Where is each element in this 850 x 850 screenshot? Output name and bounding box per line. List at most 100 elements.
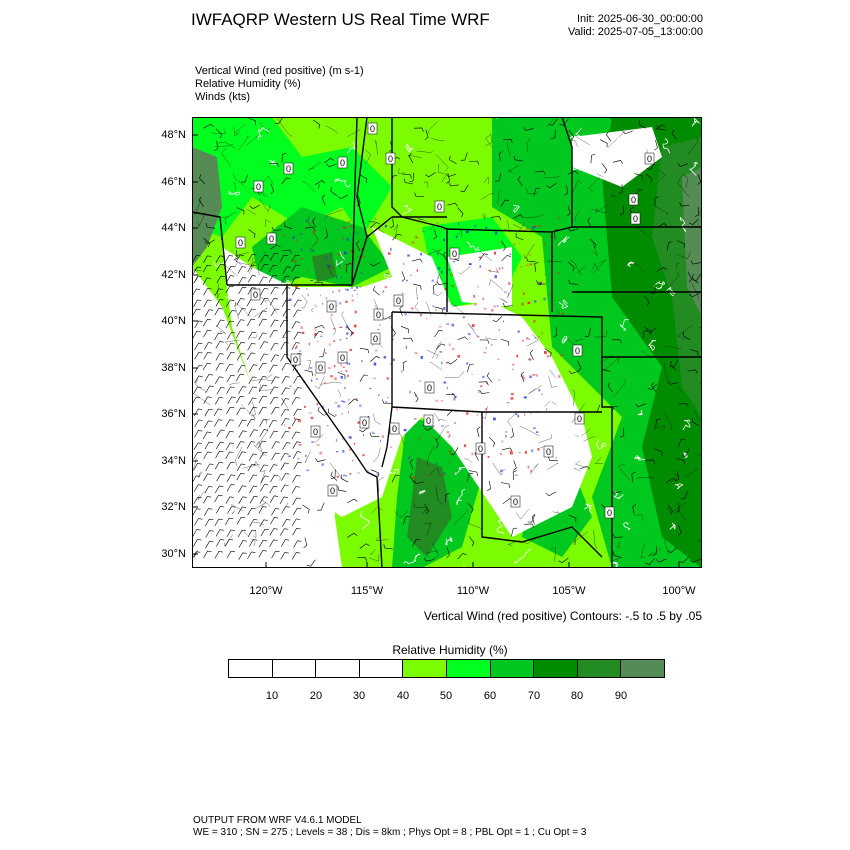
- footer-config: WE = 310 ; SN = 275 ; Levels = 38 ; Dis …: [193, 827, 587, 838]
- lon-label-120w: 120°W: [249, 585, 283, 597]
- contour-label: 0: [326, 300, 337, 313]
- contour-label: 0: [630, 212, 641, 225]
- svg-text:0: 0: [452, 249, 457, 259]
- lat-label-44n: 44°N: [161, 222, 186, 234]
- svg-text:0: 0: [269, 234, 274, 244]
- field-vertical-wind: Vertical Wind (red positive) (m s-1): [195, 65, 364, 77]
- colorbar-label-60: 60: [483, 690, 497, 702]
- lat-label-46n: 46°N: [161, 176, 186, 188]
- colorbar-cell-9: [621, 660, 664, 677]
- field-relative-humidity: Relative Humidity (%): [195, 78, 301, 90]
- valid-time: Valid: 2025-07-05_13:00:00: [568, 26, 703, 38]
- colorbar-cell-4: [403, 660, 447, 677]
- lat-label-32n: 32°N: [161, 501, 186, 513]
- dry-region: [192, 127, 662, 568]
- contour-label: 0: [424, 381, 435, 394]
- humidity-contours: [192, 117, 700, 568]
- lat-label-36n: 36°N: [161, 408, 186, 420]
- footer-model: OUTPUT FROM WRF V4.6.1 MODEL: [193, 815, 362, 826]
- weather-map: 0 0 0 0 0 0 0 0 0 0 0 0 0 0 0 0 0 0 0 0 0 0 0 0 0 0 0 0 0 0 0 0: [192, 117, 702, 568]
- svg-text:0: 0: [313, 427, 318, 437]
- colorbar-label-20: 20: [309, 690, 323, 702]
- svg-text:0: 0: [478, 444, 483, 454]
- svg-text:0: 0: [340, 353, 345, 363]
- contour-label: 0: [393, 294, 404, 307]
- contour-label: 0: [266, 232, 277, 245]
- contour-label: 0: [253, 180, 264, 193]
- contour-label: 0: [283, 162, 294, 175]
- svg-text:0: 0: [513, 497, 518, 507]
- svg-text:0: 0: [293, 355, 298, 365]
- svg-text:0: 0: [388, 154, 393, 164]
- contour-label: 0: [423, 414, 434, 427]
- svg-text:0: 0: [575, 346, 580, 356]
- colorbar-cell-5: [446, 660, 491, 677]
- contour-label: 0: [434, 200, 445, 213]
- contour-label: 0: [389, 422, 400, 435]
- contour-label: 0: [644, 152, 655, 165]
- axis-ticks: [192, 134, 680, 568]
- map-title: IWFAQRP Western US Real Time WRF: [191, 10, 490, 29]
- contour-label: 0: [572, 344, 583, 357]
- svg-text:0: 0: [330, 486, 335, 496]
- lat-label-48n: 48°N: [161, 129, 186, 141]
- contour-label: 0: [337, 351, 348, 364]
- svg-text:0: 0: [437, 202, 442, 212]
- svg-text:0: 0: [607, 508, 612, 518]
- contour-label: 0: [543, 445, 554, 458]
- svg-text:0: 0: [238, 238, 243, 248]
- contour-label: 0: [367, 122, 378, 135]
- svg-text:0: 0: [426, 416, 431, 426]
- svg-text:0: 0: [546, 447, 551, 457]
- contour-label: 0: [359, 416, 370, 429]
- wind-barbs: [192, 117, 702, 567]
- contour-label: 0: [449, 247, 460, 260]
- svg-text:0: 0: [633, 214, 638, 224]
- colorbar-label-80: 80: [570, 690, 584, 702]
- lon-label-100w: 100°W: [662, 585, 696, 597]
- colorbar-label-50: 50: [439, 690, 453, 702]
- svg-text:0: 0: [318, 363, 323, 373]
- humidity-colorbar: [228, 659, 665, 678]
- contour-label: 0: [290, 353, 301, 366]
- lon-label-105w: 105°W: [552, 585, 586, 597]
- lat-label-42n: 42°N: [161, 269, 186, 281]
- colorbar-label-30: 30: [352, 690, 366, 702]
- map-border: [192, 117, 702, 568]
- contour-label: 0: [235, 236, 246, 249]
- svg-text:0: 0: [286, 164, 291, 174]
- lat-label-40n: 40°N: [161, 315, 186, 327]
- contour-label: 0: [315, 361, 326, 374]
- lat-label-34n: 34°N: [161, 455, 186, 467]
- contour-note: Vertical Wind (red positive) Contours: -…: [423, 609, 702, 623]
- svg-text:0: 0: [396, 296, 401, 306]
- colorbar-cell-7: [534, 660, 578, 677]
- svg-text:0: 0: [340, 158, 345, 168]
- contour-label: 0: [373, 308, 384, 321]
- contour-label: 0: [510, 495, 521, 508]
- colorbar-label-40: 40: [396, 690, 410, 702]
- svg-text:0: 0: [256, 182, 261, 192]
- lat-label-30n: 30°N: [161, 548, 186, 560]
- colorbar-cell-3: [359, 660, 404, 677]
- contour-label: 0: [604, 506, 615, 519]
- colorbar-label-70: 70: [527, 690, 541, 702]
- svg-text:0: 0: [376, 310, 381, 320]
- svg-text:0: 0: [329, 302, 334, 312]
- contour-label: 0: [628, 193, 639, 206]
- contour-label: 0: [310, 425, 321, 438]
- contour-label: 0: [385, 152, 396, 165]
- colorbar-cell-8: [577, 660, 622, 677]
- legend-title: Relative Humidity (%): [392, 643, 508, 657]
- svg-text:0: 0: [577, 414, 582, 424]
- colorbar-cell-1: [272, 660, 317, 677]
- map-panel: 0 0 0 0 0 0 0 0 0 0 0 0 0 0 0 0 0 0 0 0 0 0 0 0 0 0 0 0 0 0 0 0: [192, 117, 702, 568]
- lon-label-115w: 115°W: [350, 585, 384, 597]
- lat-label-38n: 38°N: [161, 362, 186, 374]
- svg-text:0: 0: [392, 424, 397, 434]
- colorbar-cell-0: [229, 660, 273, 677]
- colorbar-cell-6: [490, 660, 535, 677]
- svg-text:0: 0: [253, 290, 258, 300]
- lon-label-110w: 110°W: [456, 585, 490, 597]
- contour-labels: 0 0 0 0 0 0 0 0 0 0 0 0 0 0 0 0 0 0 0 0 0 0 0 0 0 0 0 0 0 0 0 0: [235, 122, 655, 519]
